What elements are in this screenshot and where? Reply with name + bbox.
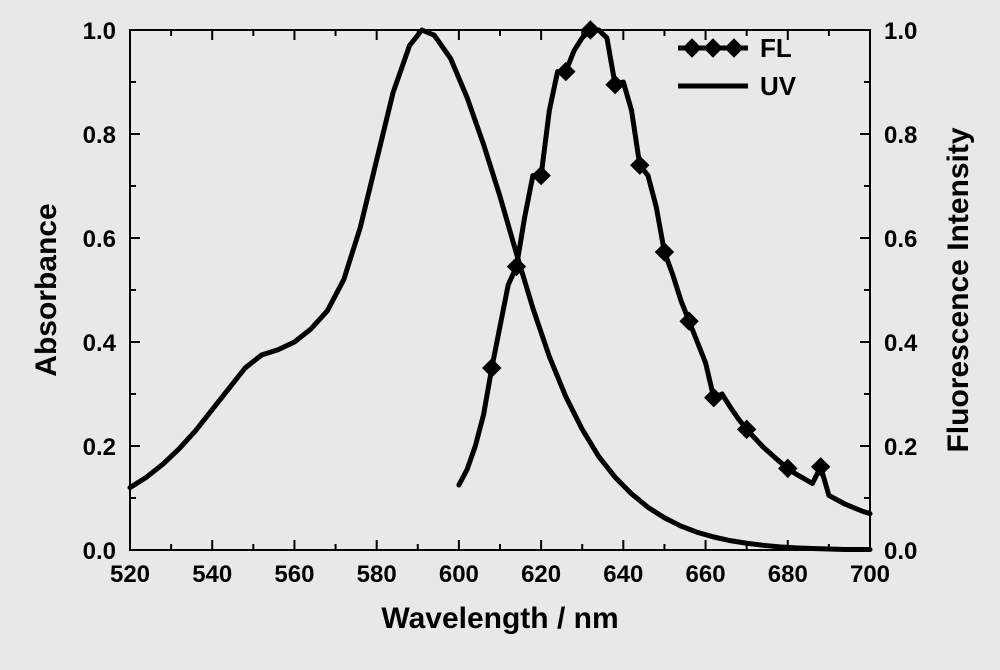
y-tick-label-right: 0.6: [884, 226, 917, 253]
x-tick-label: 540: [192, 561, 232, 588]
y-tick-label-right: 1.0: [884, 18, 917, 45]
spectra-chart: 5205405605806006206406606807000.00.00.20…: [0, 0, 1000, 670]
y-tick-label-left: 0.8: [83, 122, 116, 149]
y-tick-label-right: 0.0: [884, 538, 917, 565]
y-tick-label-left: 0.0: [83, 538, 116, 565]
x-tick-label: 520: [110, 561, 150, 588]
y-tick-label-left: 1.0: [83, 18, 116, 45]
x-tick-label: 620: [521, 561, 561, 588]
x-axis-title: Wavelength / nm: [381, 602, 618, 635]
legend-label: UV: [760, 71, 797, 101]
x-tick-label: 600: [439, 561, 479, 588]
y-tick-label-left: 0.2: [83, 434, 116, 461]
x-tick-label: 700: [850, 561, 890, 588]
x-tick-label: 680: [768, 561, 808, 588]
x-tick-label: 560: [274, 561, 314, 588]
y-axis-title-left: Absorbance: [30, 203, 63, 376]
x-tick-label: 660: [686, 561, 726, 588]
x-tick-label: 640: [603, 561, 643, 588]
x-tick-label: 580: [357, 561, 397, 588]
plot-area: [130, 30, 870, 550]
y-tick-label-right: 0.8: [884, 122, 917, 149]
chart-svg: 5205405605806006206406606807000.00.00.20…: [0, 0, 1000, 670]
y-axis-title-right: Fluorescence Intensity: [942, 127, 975, 452]
y-tick-label-right: 0.2: [884, 434, 917, 461]
y-tick-label-left: 0.4: [83, 330, 117, 357]
legend-label: FL: [760, 33, 792, 63]
y-tick-label-left: 0.6: [83, 226, 116, 253]
y-tick-label-right: 0.4: [884, 330, 918, 357]
